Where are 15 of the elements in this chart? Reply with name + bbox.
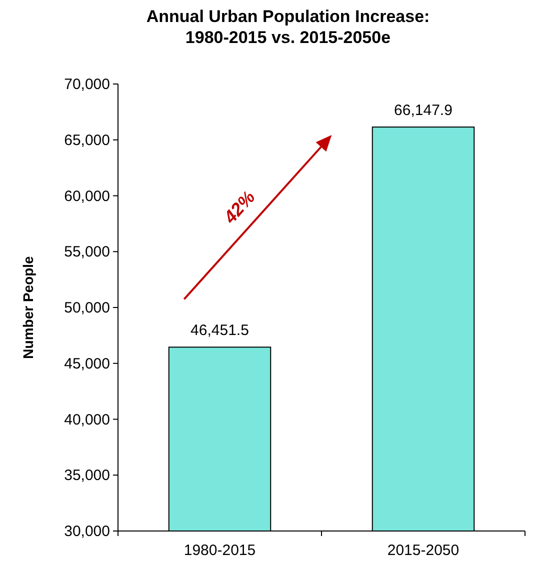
y-tick-label: 65,000: [64, 132, 110, 149]
y-tick-label: 50,000: [64, 300, 110, 316]
x-tick-label: 2015-2050: [387, 542, 460, 559]
y-axis-title: Number People: [20, 256, 36, 359]
y-tick-label: 45,000: [64, 355, 110, 372]
y-tick-label: 70,000: [64, 76, 110, 93]
y-tick-label: 30,000: [64, 523, 110, 540]
y-tick-label: 35,000: [64, 467, 110, 484]
data-label: 66,147.9: [394, 102, 452, 120]
y-tick-label: 55,000: [64, 244, 110, 261]
x-tick-label: 1980-2015: [184, 542, 256, 559]
data-label: 46,451.5: [190, 322, 249, 340]
chart-title: Annual Urban Population Increase: 1980-2015 vs. 2015-2050e: [146, 7, 430, 47]
y-tick-label: 40,000: [64, 411, 110, 428]
y-tick-label: 60,000: [64, 188, 110, 205]
